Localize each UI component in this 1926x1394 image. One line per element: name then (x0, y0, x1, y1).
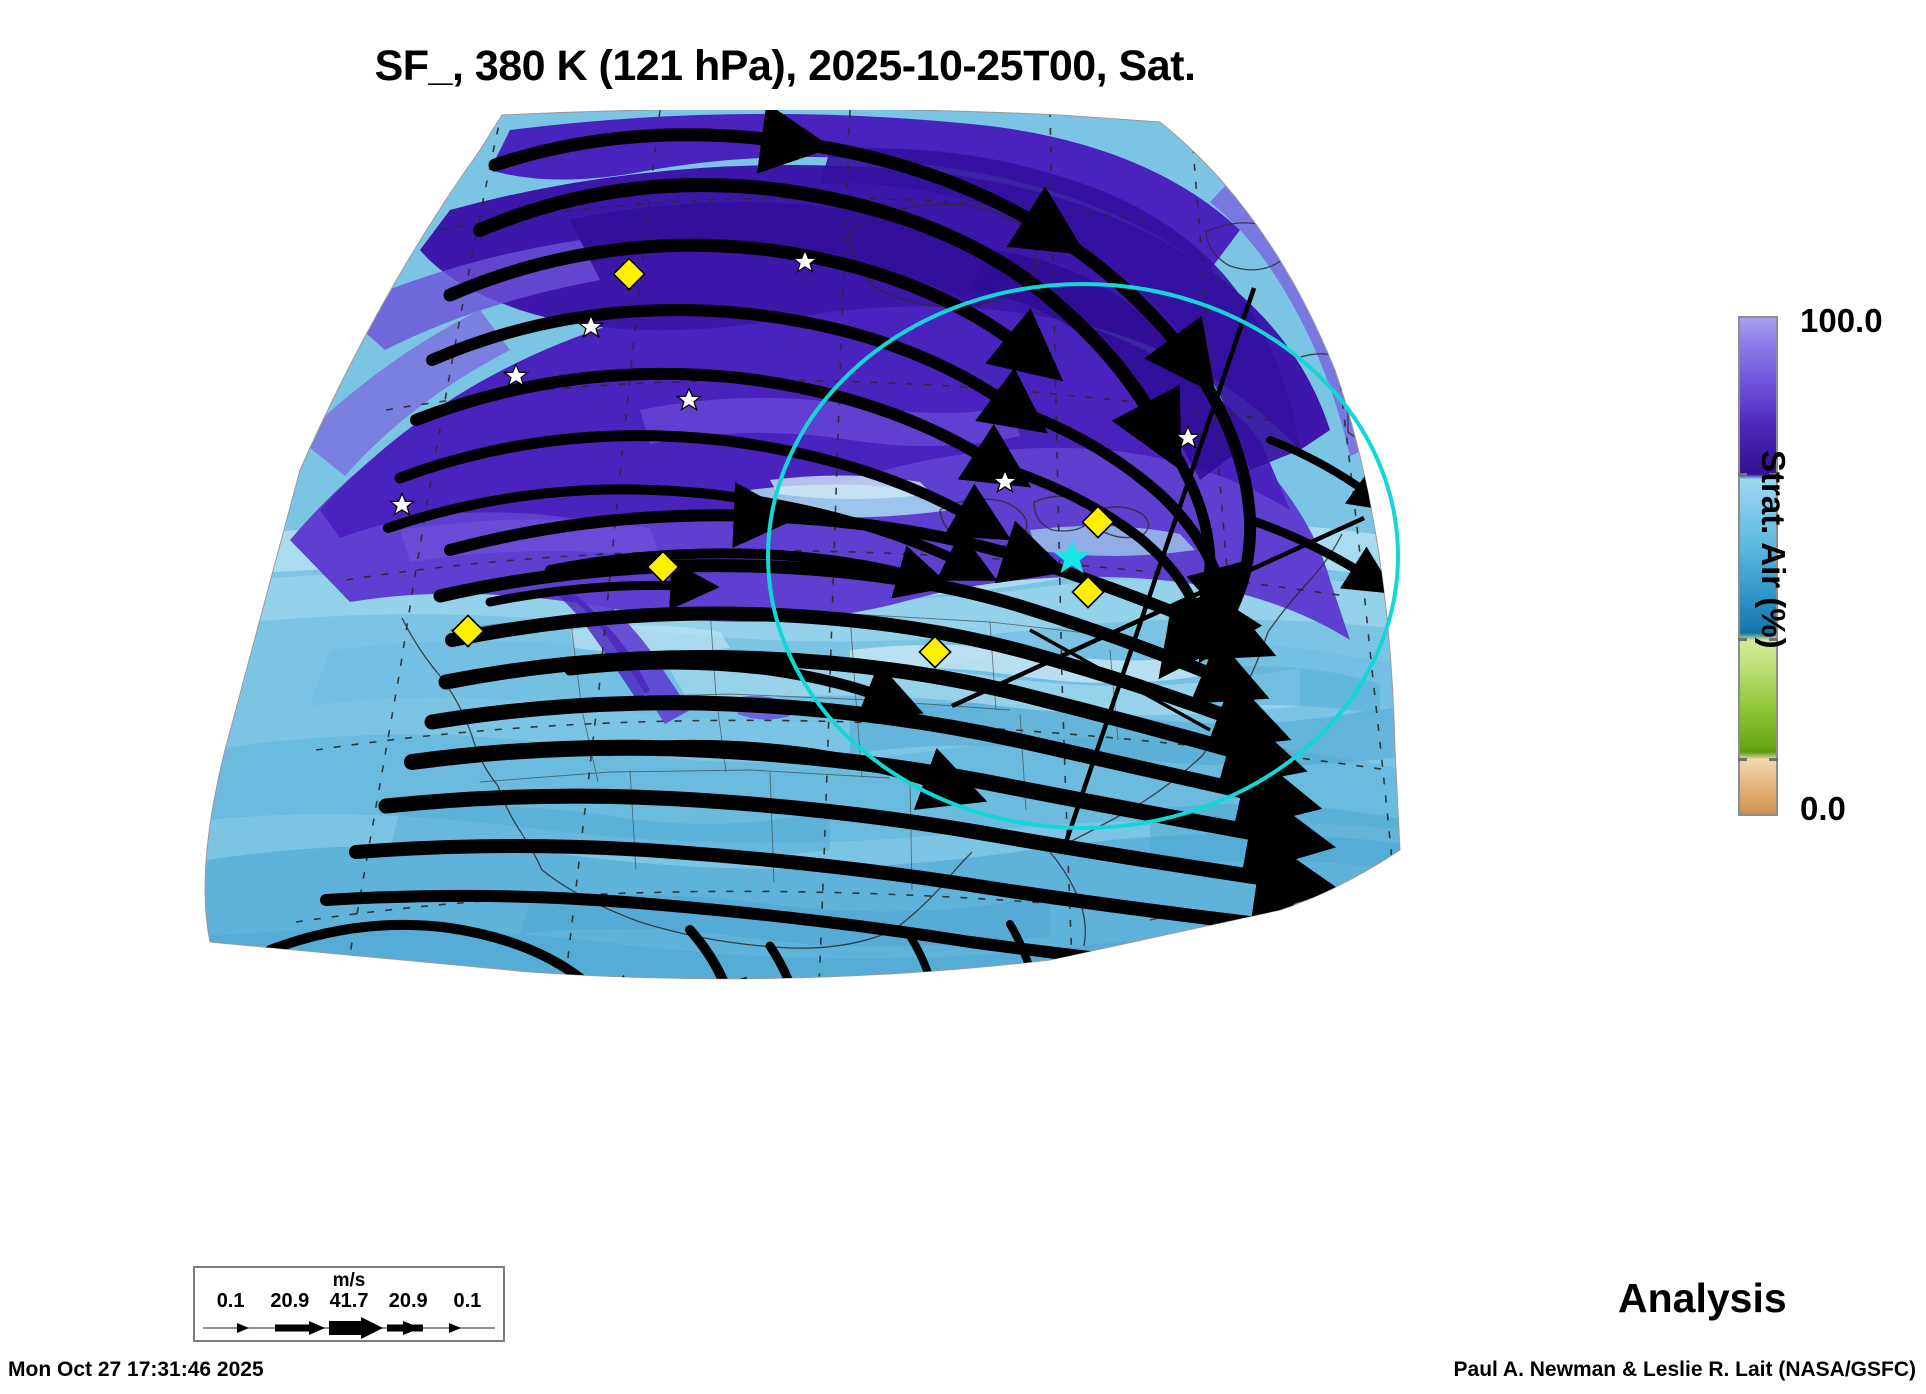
center-star-marker[interactable] (1053, 540, 1091, 574)
diamond-marker (612, 257, 646, 291)
wind-scale-values: 0.1 20.9 41.7 20.9 0.1 (201, 1290, 497, 1313)
star-marker (991, 468, 1019, 494)
colorbar-axis-label: Strat. Air (%) (1755, 450, 1792, 649)
colorbar-tick-right (1769, 473, 1778, 476)
transect-lines (951, 287, 1365, 843)
diamond-marker (646, 550, 680, 584)
star-marker (388, 491, 416, 517)
wind-scale-value: 20.9 (270, 1290, 310, 1312)
colorbar-tick-right (1769, 638, 1778, 641)
colorbar-tick-left (1738, 758, 1747, 761)
wind-scale-arrow-glyphs (203, 1317, 495, 1339)
wind-scale-value: 20.9 (388, 1290, 428, 1312)
page-title: SF_, 380 K (121 hPa), 2025-10-25T00, Sat… (374, 42, 1196, 90)
star-marker (791, 248, 819, 274)
colorbar-tick-right (1769, 758, 1778, 761)
diamond-marker (1071, 575, 1105, 609)
map-panel[interactable] (150, 110, 1410, 1010)
wind-scale-value: 41.7 (329, 1290, 369, 1312)
wind-scale-unit: m/s (332, 1270, 366, 1291)
footer-credit: Paul A. Newman & Leslie R. Lait (NASA/GS… (1453, 1358, 1916, 1381)
colorbar-tick-left (1738, 473, 1747, 476)
star-marker (577, 313, 605, 339)
station-diamond-markers[interactable] (451, 257, 1115, 669)
range-ring (766, 282, 1400, 830)
footer-timestamp: Mon Oct 27 17:31:46 2025 (8, 1358, 264, 1381)
star-marker (675, 386, 703, 412)
wind-scale-value: 0.1 (216, 1290, 245, 1312)
wind-scale-value: 0.1 (453, 1290, 482, 1312)
diamond-marker (1081, 505, 1115, 539)
colorbar-gradient (1738, 316, 1778, 816)
transect-line-3 (1029, 628, 1211, 732)
star-marker (1174, 424, 1202, 450)
transect-line-2 (951, 515, 1365, 709)
diamond-marker (918, 635, 952, 669)
star-marker (502, 362, 530, 388)
colorbar-tick-left (1738, 638, 1747, 641)
map-svg[interactable] (150, 110, 1410, 1010)
wind-streamlines (265, 110, 1396, 979)
transect-line-1 (1063, 287, 1257, 843)
diamond-marker (451, 614, 485, 648)
analysis-label: Analysis (1618, 1275, 1787, 1321)
colorbar: 100.0 0.0 Strat. Air (%) (1730, 300, 1926, 840)
colorbar-max-label: 100.0 (1800, 302, 1883, 339)
colorbar-min-label: 0.0 (1800, 790, 1846, 827)
wind-scale-legend: m/s 0.1 20.9 41.7 20.9 0.1 (193, 1266, 505, 1342)
station-star-markers[interactable] (388, 248, 1202, 517)
